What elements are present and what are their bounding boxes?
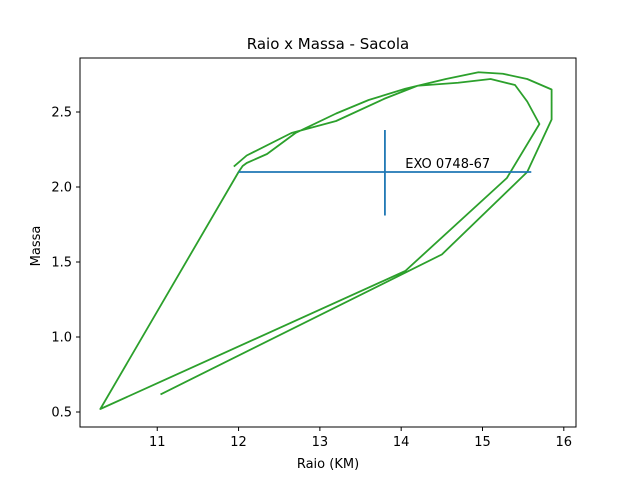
x-tick-label: 16 (556, 435, 573, 450)
axis-ticks: 11 12 13 14 15 16 0.5 1.0 1.5 2.0 2.5 (51, 106, 572, 451)
x-tick-label: 15 (474, 435, 491, 450)
y-tick-label: 2.0 (51, 181, 72, 196)
chart-title: Raio x Massa - Sacola (247, 35, 409, 53)
y-tick-label: 0.5 (51, 406, 72, 421)
x-axis-label: Raio (KM) (297, 457, 359, 472)
plot-area (79, 57, 577, 428)
x-tick-label: 13 (312, 435, 329, 450)
y-tick-label: 1.5 (51, 256, 72, 271)
y-tick-label: 1.0 (51, 331, 72, 346)
axes-frame (79, 57, 577, 428)
y-tick-label: 2.5 (51, 106, 72, 121)
y-axis-label: Massa (29, 226, 44, 267)
chart-marks: EXO 0748-67 (99, 71, 553, 410)
x-tick-label: 14 (393, 435, 410, 450)
x-tick-label: 12 (230, 435, 247, 450)
series-line-1 (99, 71, 553, 410)
x-tick-label: 11 (149, 435, 166, 450)
errorbar-annotation: EXO 0748-67 (405, 157, 490, 172)
